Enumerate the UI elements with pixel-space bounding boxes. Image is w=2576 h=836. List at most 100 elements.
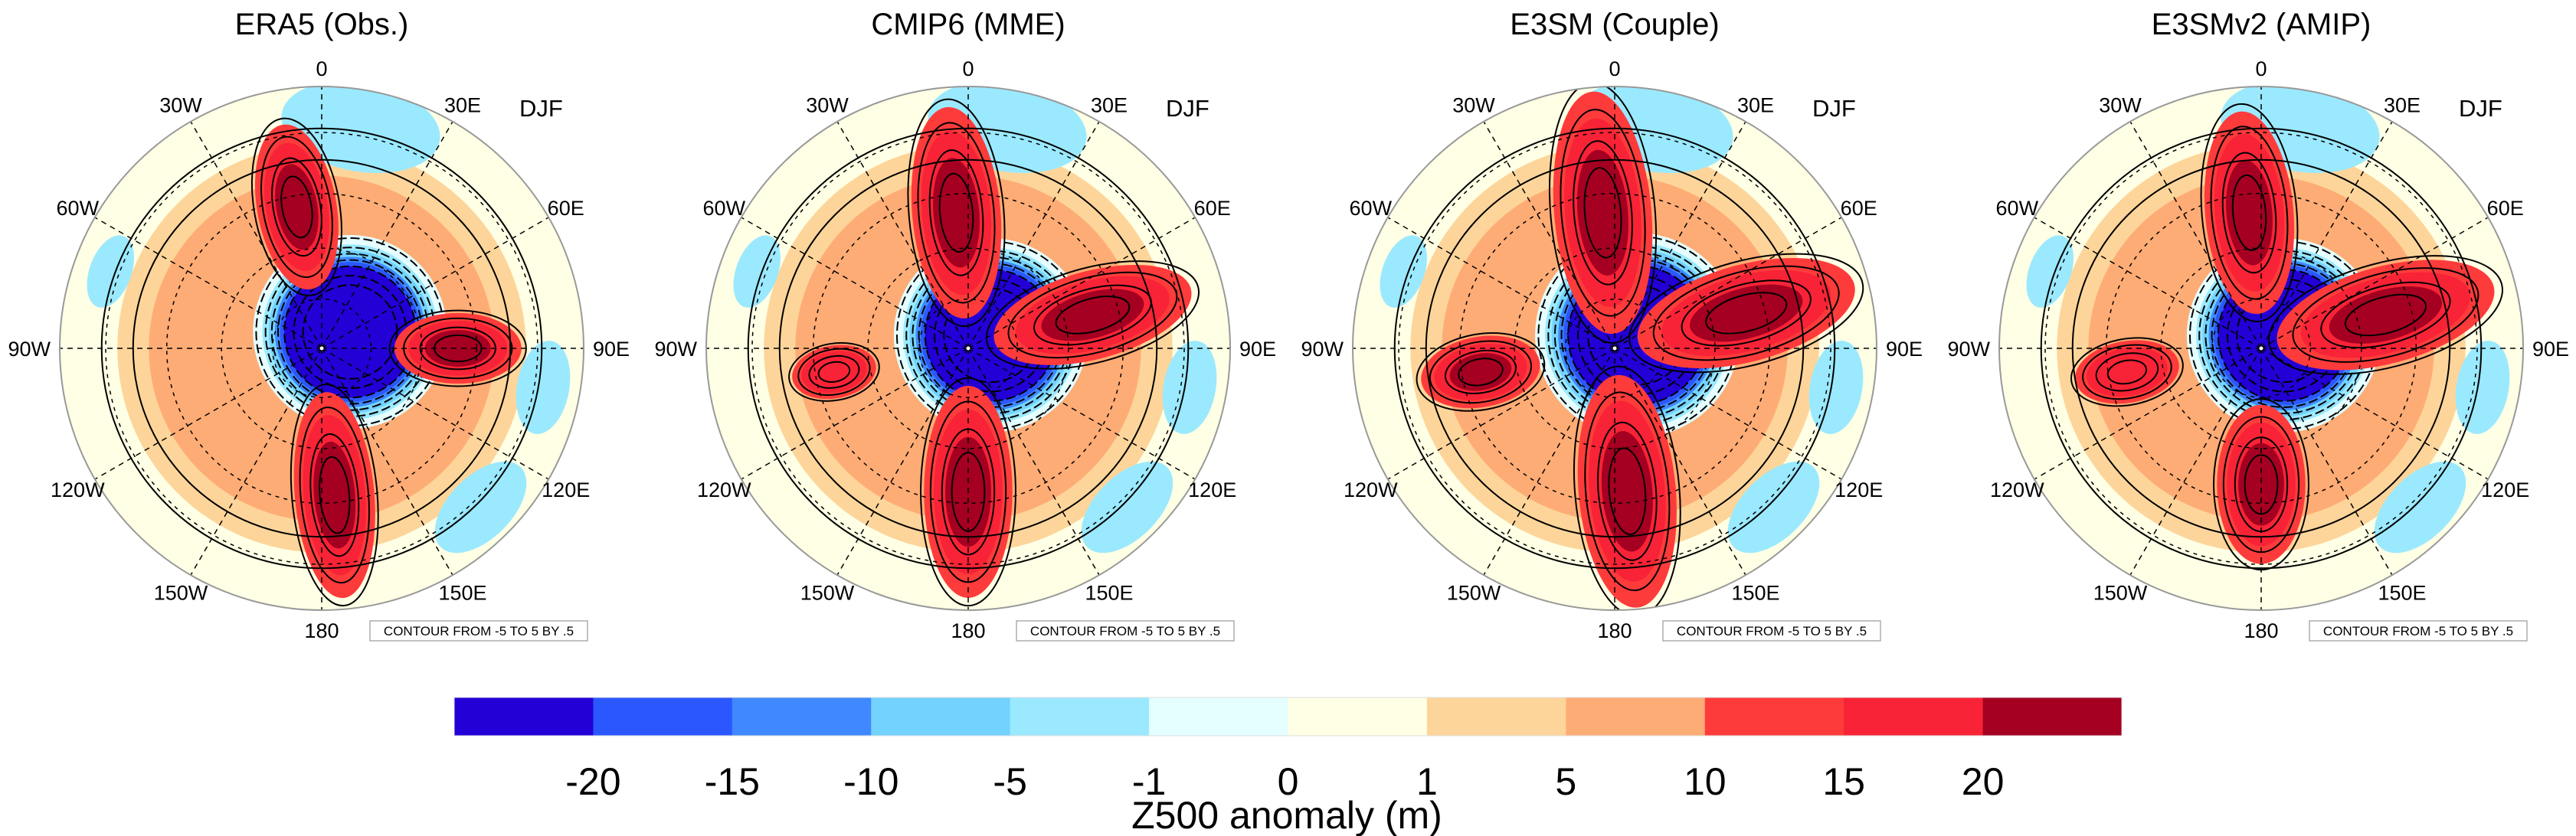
season-label: DJF	[519, 95, 563, 122]
feature-pacific-high	[2213, 398, 2309, 571]
shaded-level	[2100, 355, 2155, 389]
contour-positive	[985, 260, 1200, 370]
meridian-line	[1614, 348, 1842, 480]
shading-edge-negative	[2455, 341, 2510, 434]
longitude-label: 180	[1597, 619, 1632, 642]
colorbar-tick-label: 0	[1278, 760, 1299, 803]
colorbar-segment	[593, 697, 733, 736]
shading-edge-negative	[1162, 341, 1217, 434]
colorbar-tick-label: 1	[1416, 760, 1438, 803]
map-border	[1998, 86, 2524, 611]
longitude-label: 180	[304, 619, 339, 642]
longitude-label: 30E	[2384, 93, 2421, 116]
shading-edge-negative	[281, 87, 440, 174]
meridian-line	[2260, 348, 2393, 576]
colorbar-segment	[1149, 697, 1288, 736]
shaded-level	[1576, 149, 1629, 276]
panel-era5: ERA5 (Obs.) DJF CONTOUR FROM -5 TO 5 BY …	[8, 8, 630, 642]
longitude-label: 0	[2255, 57, 2267, 80]
longitude-label: 90E	[1886, 338, 1923, 361]
contour-positive	[1429, 340, 1533, 404]
meridian-line	[190, 348, 322, 576]
shaded-level	[1041, 289, 1144, 341]
meridian-line	[967, 348, 1100, 576]
latitude-circle	[812, 192, 1124, 505]
contour-note: CONTOUR FROM -5 TO 5 BY .5	[1662, 620, 1881, 642]
panel-title: E3SM (Couple)	[1510, 8, 1719, 41]
longitude-label: 150W	[154, 582, 208, 605]
contour-positive	[2267, 255, 2503, 375]
shading-edge-negative	[434, 461, 527, 554]
contour-positive	[132, 158, 512, 538]
latitude-circle	[271, 298, 372, 399]
contour-positive	[1425, 158, 1805, 538]
colorbar-tick-label: 10	[1684, 760, 1727, 803]
colorbar-segment	[454, 697, 594, 736]
contour-positive	[938, 172, 974, 253]
feature-se-pacific-high	[788, 341, 880, 402]
meridian-line	[1614, 348, 1746, 576]
feature-se-pacific-high	[1416, 331, 1546, 412]
longitude-label: 30E	[1737, 93, 1774, 116]
longitude-label: 30W	[806, 93, 849, 116]
longitude-label: 150E	[1085, 582, 1133, 605]
contour-positive	[319, 456, 351, 534]
meridian-line	[321, 348, 549, 480]
meridian-line	[321, 217, 549, 349]
colorbar-tick-label: 5	[1555, 760, 1576, 803]
contour-positive	[778, 158, 1158, 538]
meridian-line	[741, 217, 969, 349]
panel-e3sm-couple: E3SM (Couple) DJF CONTOUR FROM -5 TO 5 B…	[1301, 8, 1923, 642]
map-border	[59, 86, 584, 611]
colorbar-segment	[1010, 697, 1150, 736]
panel-title: E3SMv2 (AMIP)	[2152, 8, 2371, 41]
map-border	[1352, 86, 1877, 611]
latitude-circle	[2044, 132, 2478, 565]
latitude-circle	[1458, 192, 1771, 505]
contour-positive	[788, 341, 880, 402]
meridian-line	[2260, 348, 2489, 480]
longitude-label: 150W	[2093, 582, 2148, 605]
longitude-label: 30W	[159, 93, 202, 116]
longitude-label: 30E	[444, 93, 481, 116]
colorbar-tick-label: -1	[1132, 760, 1166, 803]
contour-note-text: CONTOUR FROM -5 TO 5 BY .5	[2323, 624, 2513, 638]
meridian-line	[967, 121, 1100, 349]
contour-positive	[1652, 265, 1840, 361]
longitude-label: 180	[951, 619, 985, 642]
contour-positive	[2082, 344, 2172, 400]
shading-edge-negative	[2374, 461, 2466, 554]
contour-positive	[1055, 296, 1131, 335]
feature-atlantic-high	[907, 98, 1006, 328]
colorbar-segment	[1426, 697, 1566, 736]
meridian-line	[2260, 217, 2489, 349]
latitude-circle	[1398, 132, 1831, 565]
longitude-label: 30W	[1452, 93, 1495, 116]
panel-title: CMIP6 (MME)	[871, 8, 1065, 41]
meridian-line	[2129, 348, 2262, 576]
meridian-line	[321, 121, 453, 349]
colorbar-segment	[871, 697, 1011, 736]
colorbar-tick-label: -15	[705, 760, 760, 803]
contour-positive	[299, 407, 370, 584]
contour-positive	[1705, 292, 1788, 335]
longitude-label: 150W	[1447, 582, 1501, 605]
longitude-label: 180	[2244, 619, 2278, 642]
contour-positive	[1608, 447, 1647, 536]
contour-positive	[290, 384, 379, 607]
map-area	[706, 87, 1230, 610]
shading-edge-negative	[87, 235, 134, 308]
meridian-line	[2129, 121, 2262, 349]
meridian-line	[1614, 121, 1746, 349]
contour-positive	[1584, 391, 1671, 592]
contour-positive	[2292, 267, 2479, 363]
contour-positive	[917, 122, 996, 304]
longitude-label: 150E	[2378, 582, 2426, 605]
pole-marker	[319, 345, 325, 351]
contour-note-box	[1016, 620, 1235, 642]
latitude-circle	[1564, 298, 1665, 399]
contour-positive	[817, 361, 851, 383]
contour-positive	[2244, 454, 2279, 515]
contour-positive	[1583, 167, 1622, 259]
